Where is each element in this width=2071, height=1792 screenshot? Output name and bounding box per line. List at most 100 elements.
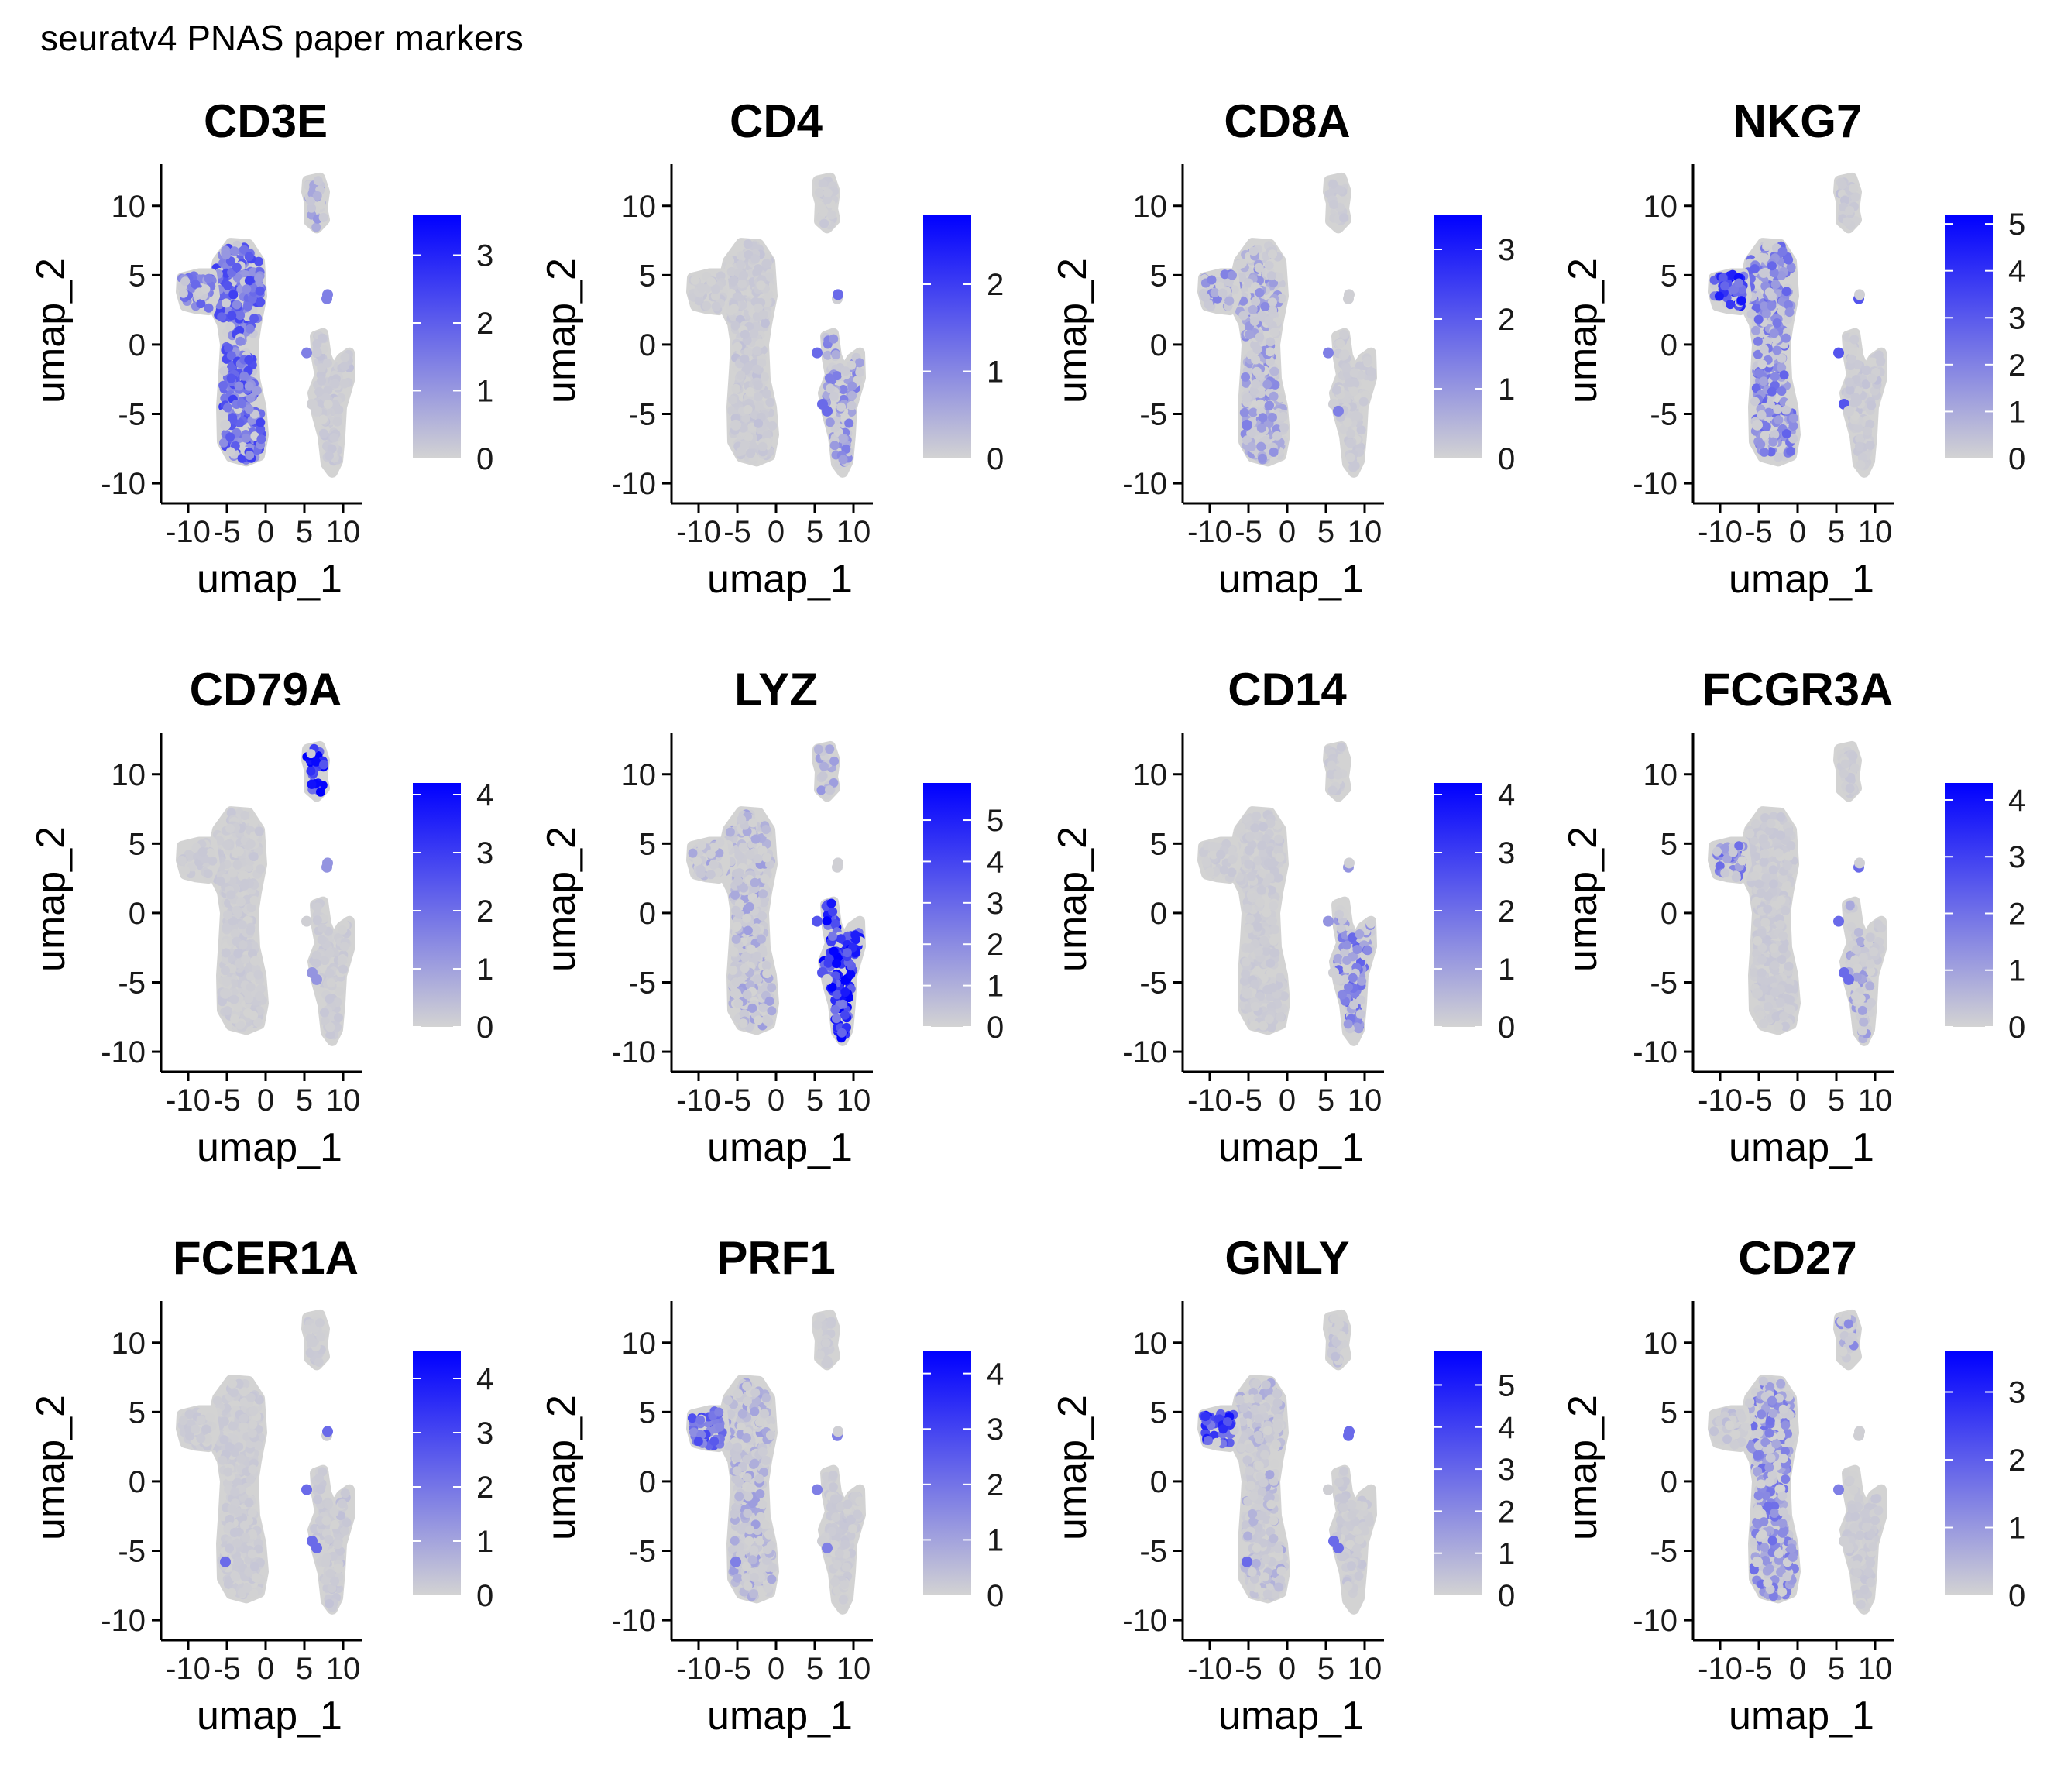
cell-point <box>1756 439 1766 449</box>
cell-point <box>1759 269 1769 278</box>
cell-point <box>1333 953 1343 963</box>
cell-point <box>327 444 337 454</box>
cell-point <box>1328 179 1338 189</box>
cell-point <box>1266 271 1276 281</box>
cell-point <box>734 850 744 860</box>
legend-colorbar <box>923 215 971 458</box>
cell-point <box>1784 851 1794 861</box>
cell-point <box>1856 460 1866 470</box>
x-tick-label: -10 <box>1698 515 1743 549</box>
cell-point <box>306 196 316 206</box>
cell-point <box>1336 742 1346 752</box>
cell-point <box>1775 920 1785 929</box>
cell-point <box>249 314 259 324</box>
x-tick-label: 10 <box>326 1083 361 1117</box>
cell-point <box>197 847 208 857</box>
cell-point <box>1228 270 1237 280</box>
legend-tick-label: 1 <box>1498 372 1515 407</box>
cell-point <box>1784 984 1794 994</box>
cell-point <box>1345 438 1355 448</box>
cell-point <box>1833 915 1844 927</box>
cell-point <box>246 982 256 992</box>
cell-point <box>1269 935 1279 946</box>
x-axis-title: umap_1 <box>197 557 342 602</box>
cell-point <box>244 355 254 365</box>
cell-point <box>745 850 755 860</box>
cell-point <box>1785 994 1795 1004</box>
cell-point <box>1251 297 1261 307</box>
cell-point <box>854 358 864 368</box>
cell-point <box>1268 916 1277 926</box>
cell-point <box>320 1008 329 1018</box>
cell-point <box>823 958 833 968</box>
y-axis-title: umap_2 <box>29 258 74 403</box>
cell-point <box>237 399 246 409</box>
cell-point <box>840 366 850 376</box>
cell-point <box>229 246 239 256</box>
legend-tick-label: 1 <box>2008 954 2025 988</box>
cell-point <box>1250 316 1259 326</box>
cell-point <box>1269 983 1278 993</box>
y-tick-label: 0 <box>1661 897 1678 931</box>
cell-point <box>1781 906 1791 915</box>
cell-point <box>730 987 741 999</box>
panel-title: CD4 <box>730 95 823 147</box>
x-tick-label: 10 <box>326 515 361 549</box>
cell-point <box>1850 955 1860 965</box>
y-tick-label: -5 <box>1650 398 1678 432</box>
cell-point <box>323 385 333 395</box>
cell-point <box>829 334 839 344</box>
legend-tick-label: 3 <box>2008 301 2025 335</box>
cell-point <box>753 392 763 402</box>
y-tick-label: 0 <box>639 328 656 362</box>
cell-point <box>223 280 232 290</box>
cell-point <box>1865 441 1875 450</box>
cell-point <box>855 367 865 377</box>
cell-point <box>312 902 322 912</box>
cell-point <box>1241 372 1251 382</box>
cell-point <box>339 361 349 371</box>
cell-point <box>196 299 206 309</box>
cell-point <box>1273 834 1283 844</box>
cell-point <box>255 286 265 296</box>
cell-point <box>748 818 758 828</box>
cell-point <box>850 930 860 940</box>
cell-point <box>219 366 229 376</box>
cell-point <box>307 203 317 213</box>
cell-point <box>1334 909 1345 919</box>
cell-point <box>1774 415 1784 425</box>
cell-point <box>1205 867 1215 877</box>
x-tick-label: 5 <box>806 1083 823 1117</box>
cell-point <box>1781 429 1791 439</box>
x-axis-title: umap_1 <box>1218 1125 1364 1170</box>
cell-point <box>1760 849 1770 859</box>
cell-point <box>322 857 333 869</box>
cell-point <box>1250 823 1260 833</box>
legend-colorbar <box>413 215 461 458</box>
cell-point <box>1272 431 1282 441</box>
x-tick-label: -5 <box>1235 515 1262 549</box>
cell-point <box>1867 373 1877 383</box>
cell-point <box>1256 423 1266 433</box>
cell-point <box>232 860 242 870</box>
cell-point <box>749 328 759 338</box>
x-tick-label: 0 <box>1789 1083 1806 1117</box>
y-tick-label: 0 <box>1150 328 1167 362</box>
cell-point <box>240 811 250 820</box>
cell-point <box>242 284 252 294</box>
x-tick-label: 0 <box>768 1083 785 1117</box>
cell-point <box>1770 372 1780 382</box>
cell-point <box>1734 278 1744 288</box>
legend-tick-label: 0 <box>1498 1011 1515 1045</box>
cell-point <box>225 432 235 442</box>
cell-point <box>750 877 760 887</box>
cell-point <box>746 448 756 458</box>
cell-point <box>1755 1010 1765 1020</box>
cell-point <box>826 898 836 908</box>
cell-point <box>232 905 242 915</box>
cell-point <box>219 438 228 448</box>
cell-point <box>1351 410 1362 421</box>
cell-point <box>1786 840 1796 850</box>
panel-title: NKG7 <box>1733 95 1863 147</box>
